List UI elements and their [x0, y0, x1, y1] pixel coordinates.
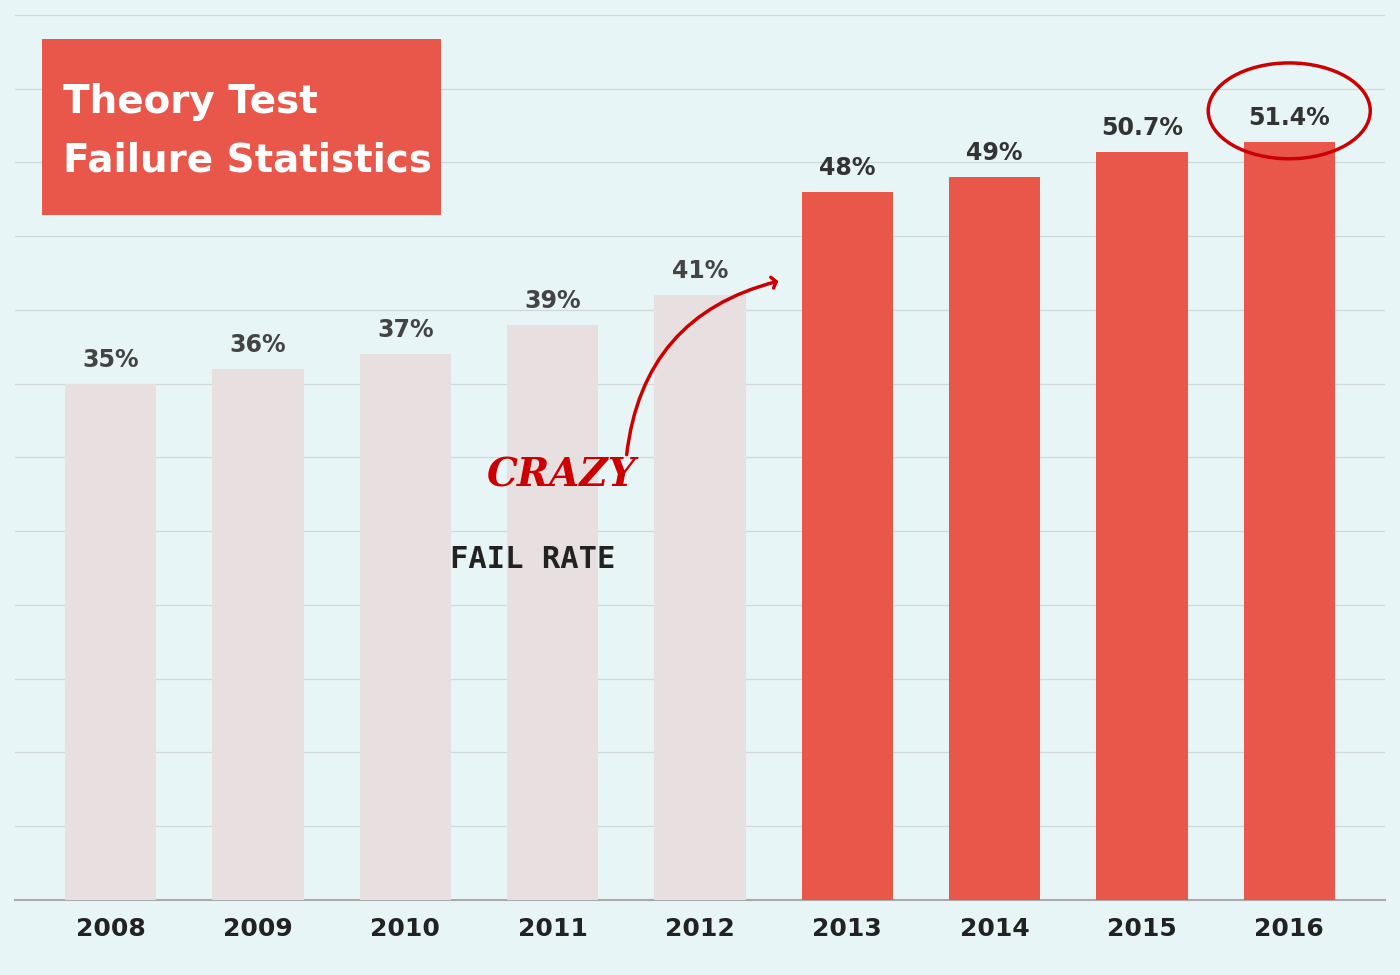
Text: 49%: 49% — [966, 141, 1023, 166]
Text: 41%: 41% — [672, 259, 728, 284]
Text: 39%: 39% — [525, 289, 581, 313]
Bar — [654, 295, 746, 900]
Bar — [1096, 152, 1187, 900]
Text: FAIL RATE: FAIL RATE — [449, 545, 615, 574]
Bar — [64, 384, 157, 900]
Text: Failure Statistics: Failure Statistics — [63, 141, 433, 179]
Bar — [1243, 141, 1336, 900]
Bar — [213, 369, 304, 900]
Text: 48%: 48% — [819, 156, 875, 180]
Text: Theory Test: Theory Test — [63, 83, 318, 121]
Text: 37%: 37% — [377, 319, 434, 342]
Text: 50.7%: 50.7% — [1100, 116, 1183, 140]
Text: 36%: 36% — [230, 333, 287, 357]
Bar — [802, 192, 893, 900]
Text: 35%: 35% — [83, 348, 139, 371]
Bar — [360, 354, 451, 900]
Bar — [949, 177, 1040, 900]
Text: 51.4%: 51.4% — [1249, 106, 1330, 130]
Text: CRAZY: CRAZY — [486, 457, 636, 495]
Bar — [507, 325, 598, 900]
